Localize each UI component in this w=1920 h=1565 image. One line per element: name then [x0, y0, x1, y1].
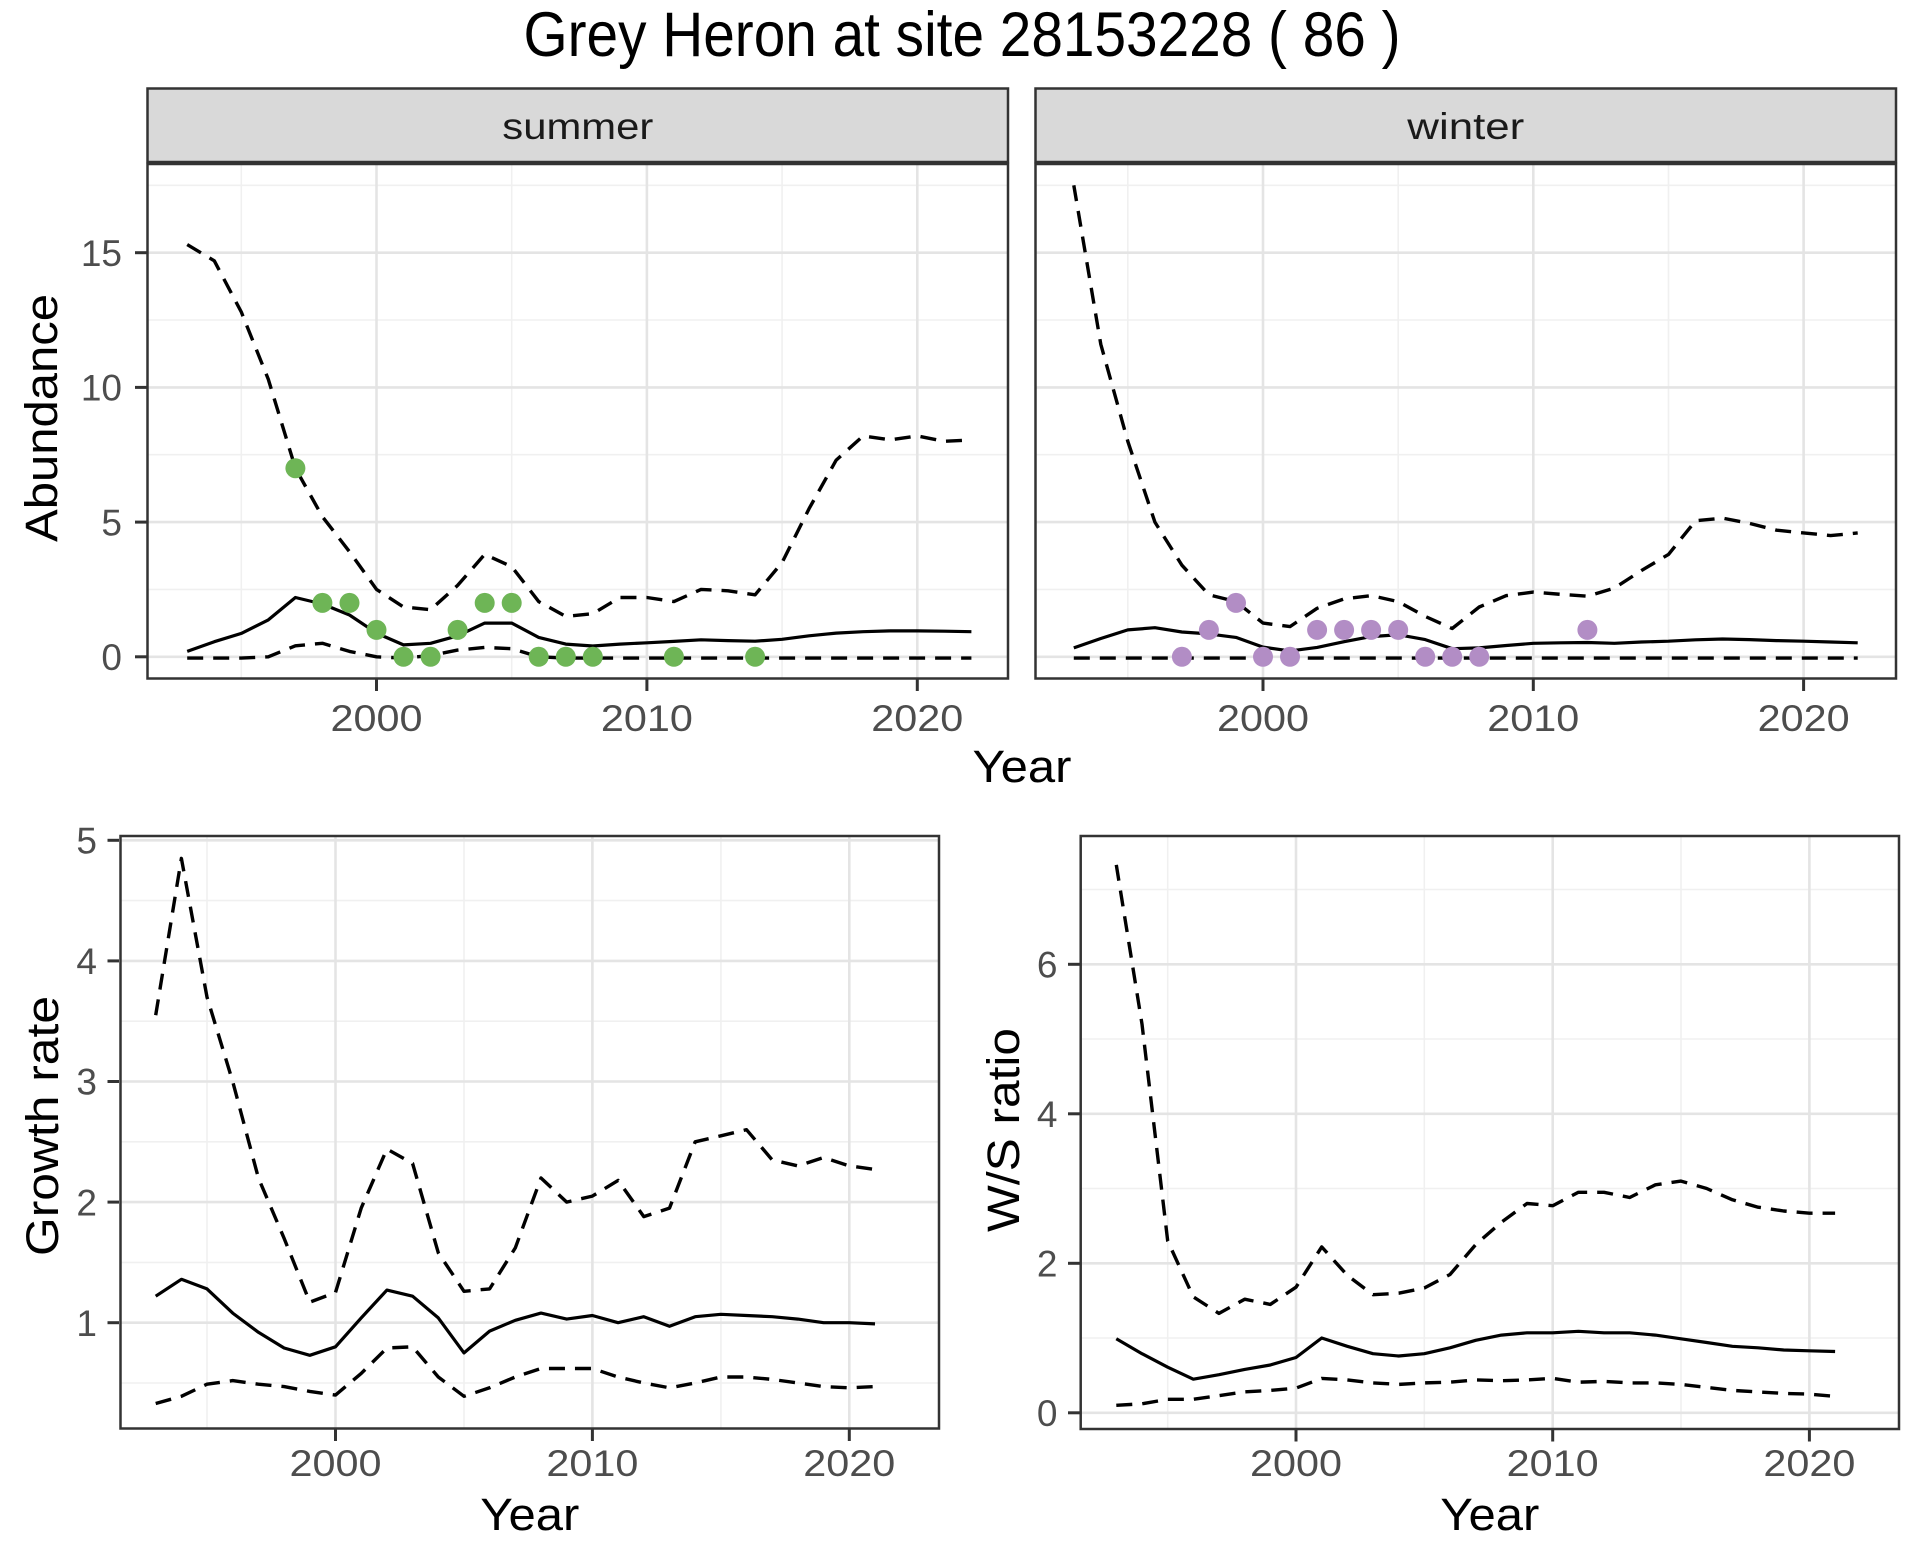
svg-text:winter: winter [1406, 106, 1524, 147]
svg-text:2000: 2000 [1217, 698, 1309, 739]
svg-text:2010: 2010 [546, 1443, 638, 1484]
svg-text:Year: Year [1440, 1489, 1539, 1540]
svg-text:2: 2 [1037, 1244, 1058, 1285]
svg-text:2000: 2000 [290, 1443, 382, 1484]
svg-text:0: 0 [101, 637, 122, 678]
svg-text:5: 5 [76, 821, 97, 862]
svg-text:Abundance: Abundance [16, 294, 67, 542]
svg-text:Growth rate: Growth rate [17, 996, 68, 1256]
svg-text:2020: 2020 [1763, 1443, 1855, 1484]
svg-text:4: 4 [76, 941, 97, 982]
svg-text:5: 5 [101, 502, 122, 543]
svg-text:10: 10 [81, 368, 122, 409]
svg-text:6: 6 [1037, 945, 1058, 986]
svg-text:Year: Year [480, 1489, 579, 1540]
svg-text:2020: 2020 [803, 1443, 895, 1484]
svg-text:15: 15 [81, 233, 122, 274]
svg-text:2020: 2020 [871, 698, 963, 739]
svg-text:4: 4 [1037, 1094, 1058, 1135]
svg-text:2020: 2020 [1758, 698, 1850, 739]
svg-text:2000: 2000 [1250, 1443, 1342, 1484]
svg-text:Grey Heron at site 28153228 (: Grey Heron at site 28153228 ( 86 ) [524, 0, 1401, 70]
svg-text:2010: 2010 [601, 698, 693, 739]
svg-text:W/S ratio: W/S ratio [978, 1028, 1029, 1232]
svg-text:2: 2 [76, 1182, 97, 1223]
svg-text:Year: Year [973, 741, 1072, 792]
svg-text:3: 3 [76, 1062, 97, 1103]
svg-text:2000: 2000 [331, 698, 423, 739]
svg-text:1: 1 [76, 1303, 97, 1344]
svg-text:0: 0 [1037, 1393, 1058, 1434]
svg-text:summer: summer [502, 106, 653, 147]
svg-text:2010: 2010 [1507, 1443, 1599, 1484]
svg-text:2010: 2010 [1487, 698, 1579, 739]
